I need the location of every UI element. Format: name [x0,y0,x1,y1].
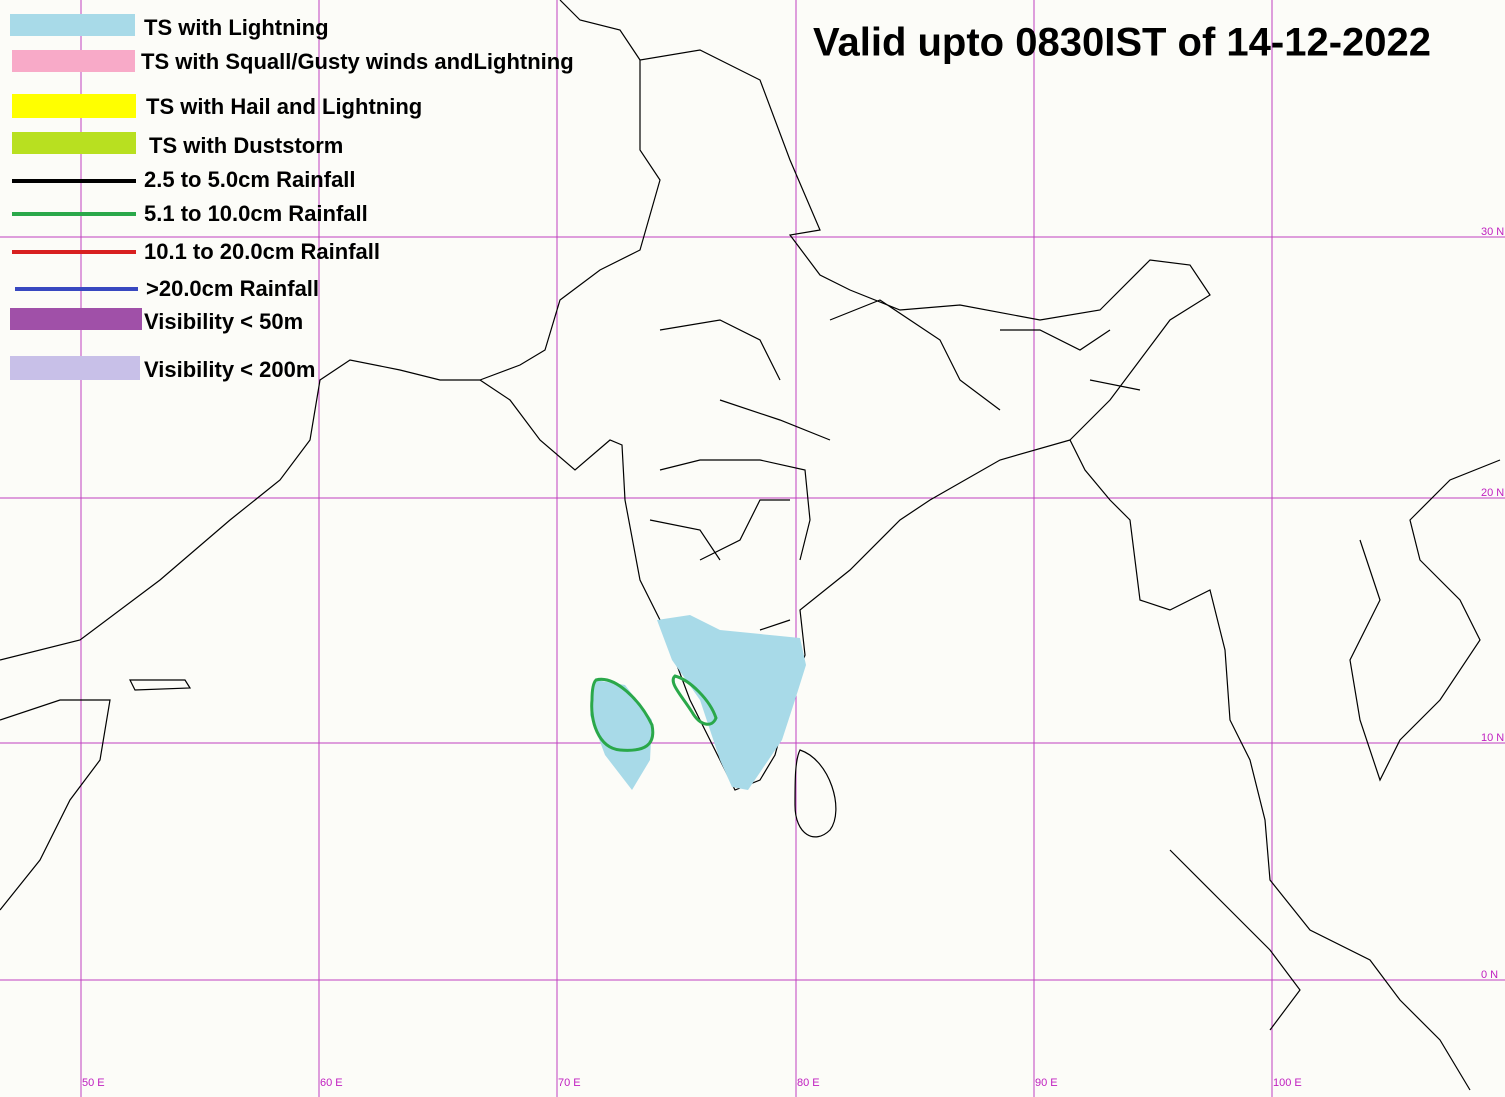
legend-label: 5.1 to 10.0cm Rainfall [144,201,368,226]
legend-swatch [10,14,135,36]
legend-label: Visibility < 50m [144,309,303,334]
longitude-label: 80 E [797,1077,820,1089]
rainfall-contour [590,677,655,752]
latitude-label: 30 N [1481,226,1504,238]
rainfall-contour [671,674,718,726]
legend: TS with Lightning TS with Squall/Gusty w… [10,14,574,382]
legend-swatch [12,132,136,154]
longitude-label: 60 E [320,1077,343,1089]
map-title: Valid upto 0830IST of 14-12-2022 [813,21,1431,65]
legend-label: 10.1 to 20.0cm Rainfall [144,239,380,264]
legend-swatch [10,308,142,330]
legend-swatch [12,50,135,72]
longitude-label: 70 E [558,1077,581,1089]
legend-label: TS with Duststorm [149,133,343,158]
latitude-label: 10 N [1481,732,1504,744]
legend-label: >20.0cm Rainfall [146,276,319,301]
ts-lightning-area [657,615,806,790]
legend-label: TS with Lightning [144,15,329,40]
warning-areas [590,615,806,790]
ts-lightning-area [590,680,652,790]
latitude-label: 0 N [1481,969,1498,981]
legend-label: TS with Hail and Lightning [146,94,422,119]
longitude-label: 90 E [1035,1077,1058,1089]
longitude-label: 100 E [1273,1077,1302,1089]
longitude-label: 50 E [82,1077,105,1089]
legend-label: Visibility < 200m [144,357,315,382]
legend-swatch [10,356,140,380]
latitude-label: 20 N [1481,487,1504,499]
legend-label: 2.5 to 5.0cm Rainfall [144,167,356,192]
legend-swatch [12,94,136,118]
legend-label: TS with Squall/Gusty winds andLightning [141,49,574,74]
